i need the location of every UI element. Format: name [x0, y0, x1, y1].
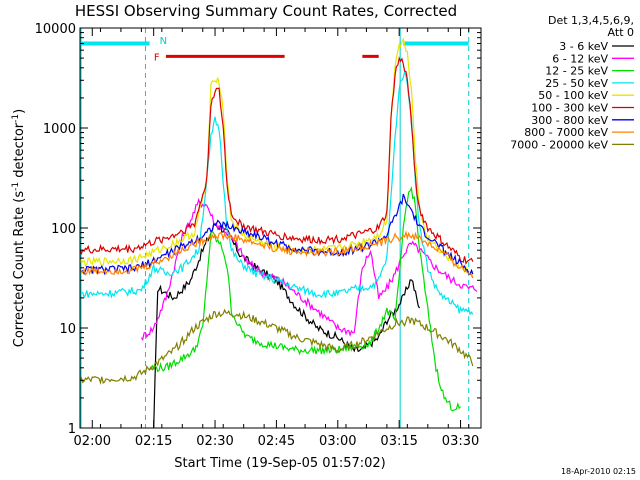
series-3-to-6keV-kev — [153, 223, 421, 429]
series-line-0-0 — [153, 223, 421, 429]
legend-label-4: 50 - 100 keV — [538, 89, 608, 102]
legend-label-0: 3 - 6 keV — [559, 40, 608, 53]
plot-frame — [79, 27, 482, 429]
x-axis-label: Start Time (19-Sep-05 01:57:02) — [174, 456, 385, 471]
y-tick-label-3: 1000 — [43, 122, 76, 137]
plot-area: NF — [79, 28, 478, 429]
series-line-1-0 — [140, 197, 478, 342]
y-tick-label-2: 100 — [51, 222, 76, 237]
legend-label-2: 12 - 25 keV — [545, 65, 608, 78]
legend-label-3: 25 - 50 keV — [545, 77, 608, 90]
y-tick-label-4: 10000 — [35, 22, 76, 37]
legend-header-line-2: Att 0 — [608, 26, 634, 39]
axes: 02:00 02:15 02:30 02:45 03:00 03:15 03:30 1 10 10… — [35, 22, 481, 449]
series-line-5-0 — [79, 56, 474, 265]
series-7000-to-20000keV-kev — [79, 308, 474, 385]
series-800-to-7000keV-kev — [79, 230, 474, 279]
series-12-to-25keV-kev — [149, 186, 461, 412]
x-tick-label-4: 03:00 — [319, 434, 356, 449]
series-line-7-0 — [79, 230, 474, 279]
legend-label-1: 6 - 12 keV — [552, 52, 608, 65]
series-line-2-0 — [149, 186, 461, 412]
legend-label-5: 100 - 300 keV — [531, 102, 608, 115]
series-100-to-300keV-kev — [79, 56, 474, 265]
series-6-to-12keV-kev — [140, 197, 478, 342]
x-tick-label-2: 02:30 — [196, 434, 233, 449]
x-tick-label-5: 03:15 — [380, 434, 417, 449]
x-tick-label-0: 02:00 — [74, 434, 111, 449]
footer-timestamp: 18-Apr-2010 02:15 — [561, 467, 636, 476]
x-tick-label-3: 02:45 — [258, 434, 295, 449]
x-tick-label-6: 03:30 — [442, 434, 479, 449]
legend-label-7: 800 - 7000 keV — [524, 126, 608, 139]
legend-label-8: 7000 - 20000 keV — [510, 138, 608, 151]
series-300-to-800keV-kev — [79, 193, 474, 276]
y-tick-label-0: 1 — [68, 422, 76, 437]
y-axis-label: Corrected Count Rate (s-1 detector-1) — [11, 109, 27, 347]
flag-label-f: F — [154, 52, 160, 63]
x-tick-label-1: 02:15 — [135, 434, 172, 449]
legend-label-6: 300 - 800 keV — [531, 114, 608, 127]
y-tick-label-1: 10 — [59, 322, 76, 337]
series-line-6-0 — [79, 193, 474, 276]
chart-title: HESSI Observing Summary Count Rates, Cor… — [75, 2, 457, 20]
legend-header-line-1: Det 1,3,4,5,6,9, — [548, 14, 634, 27]
series-line-8-0 — [79, 308, 474, 385]
flag-label-n: N — [160, 36, 167, 47]
